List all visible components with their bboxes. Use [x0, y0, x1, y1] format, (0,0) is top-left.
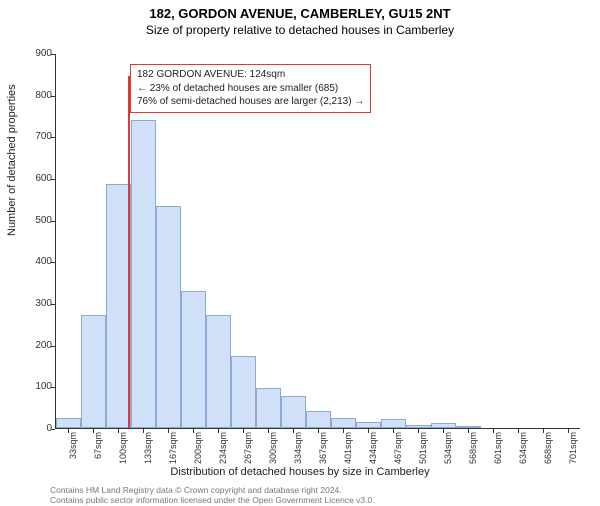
x-tick-label: 668sqm — [543, 432, 553, 472]
y-tick-label: 100 — [30, 381, 52, 392]
y-tick-mark — [51, 429, 55, 430]
x-tick-mark — [193, 429, 194, 433]
x-tick-label: 367sqm — [318, 432, 328, 472]
histogram-bar — [131, 120, 156, 428]
x-tick-label: 33sqm — [68, 432, 78, 472]
x-tick-label: 401sqm — [343, 432, 353, 472]
x-tick-mark — [68, 429, 69, 433]
y-tick-label: 600 — [30, 173, 52, 184]
y-tick-mark — [51, 262, 55, 263]
annotation-line2: ← 23% of detached houses are smaller (68… — [137, 82, 364, 96]
page-title-line2: Size of property relative to detached ho… — [0, 23, 600, 37]
x-tick-label: 601sqm — [493, 432, 503, 472]
x-tick-mark — [168, 429, 169, 433]
histogram-bar — [331, 418, 356, 428]
chart-plot-area: 182 GORDON AVENUE: 124sqm← 23% of detach… — [55, 54, 580, 429]
x-tick-label: 501sqm — [418, 432, 428, 472]
y-tick-label: 300 — [30, 298, 52, 309]
y-tick-label: 900 — [30, 48, 52, 59]
histogram-bar — [456, 426, 481, 428]
histogram-bar — [356, 422, 381, 428]
y-tick-mark — [51, 137, 55, 138]
x-tick-label: 100sqm — [118, 432, 128, 472]
reference-vline — [128, 76, 130, 429]
histogram-bar — [81, 315, 106, 428]
x-tick-mark — [268, 429, 269, 433]
x-tick-label: 334sqm — [293, 432, 303, 472]
y-tick-mark — [51, 221, 55, 222]
x-tick-label: 200sqm — [193, 432, 203, 472]
x-tick-mark — [293, 429, 294, 433]
x-tick-mark — [518, 429, 519, 433]
histogram-bar — [306, 411, 331, 429]
histogram-bar — [256, 388, 281, 428]
x-tick-label: 234sqm — [218, 432, 228, 472]
annotation-line3: 76% of semi-detached houses are larger (… — [137, 95, 364, 109]
x-tick-label: 701sqm — [568, 432, 578, 472]
histogram-bar — [381, 419, 406, 428]
histogram-bar — [231, 356, 256, 428]
x-tick-mark — [143, 429, 144, 433]
page-title-line1: 182, GORDON AVENUE, CAMBERLEY, GU15 2NT — [0, 6, 600, 21]
y-tick-mark — [51, 387, 55, 388]
x-tick-mark — [543, 429, 544, 433]
y-axis-label: Number of detached properties — [6, 84, 18, 236]
x-tick-mark — [393, 429, 394, 433]
x-tick-mark — [418, 429, 419, 433]
x-tick-mark — [343, 429, 344, 433]
x-tick-mark — [568, 429, 569, 433]
y-tick-mark — [51, 54, 55, 55]
x-tick-mark — [443, 429, 444, 433]
y-tick-label: 700 — [30, 131, 52, 142]
y-tick-mark — [51, 96, 55, 97]
x-tick-label: 634sqm — [518, 432, 528, 472]
x-tick-label: 267sqm — [243, 432, 253, 472]
annotation-line1: 182 GORDON AVENUE: 124sqm — [137, 68, 364, 82]
y-tick-label: 400 — [30, 256, 52, 267]
y-tick-label: 200 — [30, 340, 52, 351]
x-tick-mark — [218, 429, 219, 433]
footer-attribution: Contains HM Land Registry data © Crown c… — [50, 485, 375, 505]
x-tick-label: 568sqm — [468, 432, 478, 472]
histogram-bar — [181, 291, 206, 429]
histogram-bar — [406, 425, 431, 428]
x-tick-label: 67sqm — [93, 432, 103, 472]
histogram-bar — [431, 423, 456, 428]
footer-line1: Contains HM Land Registry data © Crown c… — [50, 485, 375, 495]
y-tick-label: 500 — [30, 215, 52, 226]
plot-region: 182 GORDON AVENUE: 124sqm← 23% of detach… — [55, 54, 580, 429]
x-tick-label: 434sqm — [368, 432, 378, 472]
x-tick-mark — [318, 429, 319, 433]
x-tick-label: 467sqm — [393, 432, 403, 472]
x-tick-label: 300sqm — [268, 432, 278, 472]
y-tick-label: 800 — [30, 90, 52, 101]
y-tick-mark — [51, 346, 55, 347]
x-tick-mark — [368, 429, 369, 433]
histogram-bar — [156, 206, 181, 428]
annotation-box: 182 GORDON AVENUE: 124sqm← 23% of detach… — [130, 64, 371, 113]
histogram-bar — [206, 315, 231, 428]
y-tick-mark — [51, 179, 55, 180]
x-tick-mark — [468, 429, 469, 433]
x-tick-label: 534sqm — [443, 432, 453, 472]
x-tick-mark — [493, 429, 494, 433]
x-tick-mark — [243, 429, 244, 433]
x-tick-mark — [118, 429, 119, 433]
x-tick-label: 167sqm — [168, 432, 178, 472]
histogram-bar — [56, 418, 81, 428]
x-tick-mark — [93, 429, 94, 433]
histogram-bar — [281, 396, 306, 429]
y-tick-mark — [51, 304, 55, 305]
y-tick-label: 0 — [30, 423, 52, 434]
x-tick-label: 133sqm — [143, 432, 153, 472]
